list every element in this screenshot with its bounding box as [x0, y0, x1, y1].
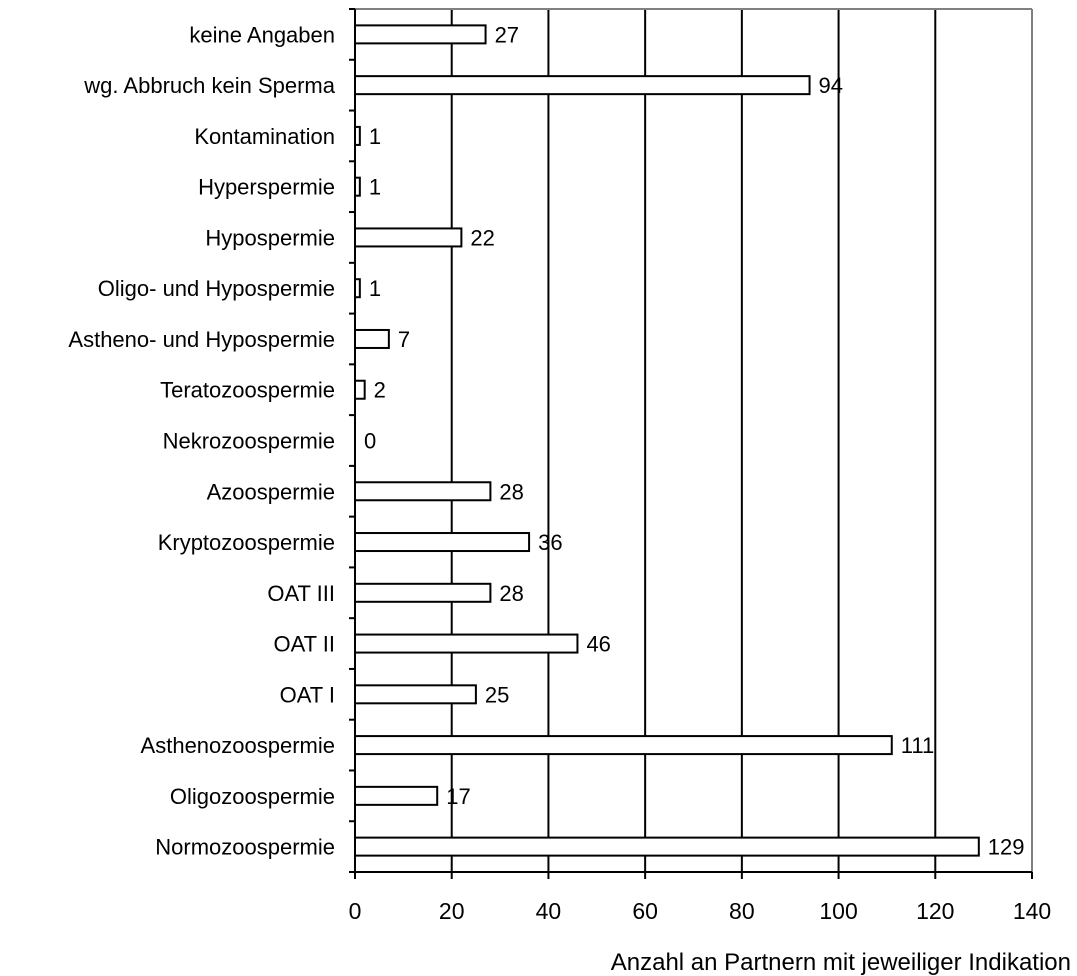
- category-label: OAT II: [273, 632, 335, 657]
- category-label: Hyperspermie: [198, 175, 335, 200]
- category-label: OAT I: [280, 682, 335, 707]
- bar: [354, 227, 463, 248]
- x-tick-label: 0: [349, 898, 362, 924]
- category-label: keine Angaben: [189, 22, 335, 47]
- value-label: 111: [901, 733, 934, 758]
- category-label: OAT III: [267, 581, 335, 606]
- x-axis-title: Anzahl an Partnern mit jeweiliger Indika…: [611, 949, 1071, 976]
- category-label: Azoospermie: [207, 479, 335, 504]
- value-label: 0: [364, 429, 376, 454]
- value-label: 28: [499, 479, 523, 504]
- category-label: Asthenozoospermie: [141, 733, 335, 758]
- x-tick-label: 120: [916, 898, 954, 924]
- value-label: 27: [495, 22, 519, 47]
- x-tick-label: 140: [1013, 898, 1051, 924]
- x-tick-label: 20: [439, 898, 465, 924]
- bar: [354, 75, 811, 96]
- value-label: 1: [369, 175, 381, 200]
- category-label: Normozoospermie: [155, 835, 335, 860]
- bar: [354, 582, 492, 603]
- bar: [354, 633, 579, 654]
- value-label: 36: [538, 530, 562, 555]
- category-label: Oligozoospermie: [170, 784, 335, 809]
- category-label: Kryptozoospermie: [158, 530, 335, 555]
- bar: [354, 785, 439, 806]
- value-label: 94: [819, 73, 843, 98]
- bar: [354, 836, 980, 857]
- value-label: 28: [499, 581, 523, 606]
- category-label: Kontamination: [194, 124, 335, 149]
- value-label: 7: [398, 327, 410, 352]
- value-label: 25: [485, 682, 509, 707]
- x-tick-label: 40: [536, 898, 562, 924]
- x-tick-label: 60: [632, 898, 658, 924]
- bar: [354, 684, 477, 705]
- bar: [354, 24, 487, 45]
- bar: [354, 328, 390, 349]
- value-label: 2: [374, 378, 386, 403]
- category-label: wg. Abbruch kein Sperma: [83, 73, 335, 98]
- category-label: Hypospermie: [205, 225, 335, 250]
- bar: [354, 532, 531, 553]
- value-label: 1: [369, 124, 381, 149]
- x-tick-label: 80: [729, 898, 755, 924]
- bars: [354, 24, 980, 857]
- axes: [349, 8, 1033, 879]
- value-label: 1: [369, 276, 381, 301]
- value-label: 22: [470, 225, 494, 250]
- bar: [354, 379, 366, 400]
- value-label: 46: [586, 632, 610, 657]
- bar: [354, 481, 492, 502]
- bar: [354, 735, 893, 756]
- x-tick-label: 100: [819, 898, 857, 924]
- gridlines: [355, 8, 1033, 872]
- category-label: Teratozoospermie: [160, 378, 335, 403]
- value-label: 17: [446, 784, 470, 809]
- category-label: Oligo- und Hypospermie: [98, 276, 335, 301]
- value-label: 129: [988, 835, 1025, 860]
- category-label: Nekrozoospermie: [163, 429, 335, 454]
- category-label: Astheno- und Hypospermie: [68, 327, 335, 352]
